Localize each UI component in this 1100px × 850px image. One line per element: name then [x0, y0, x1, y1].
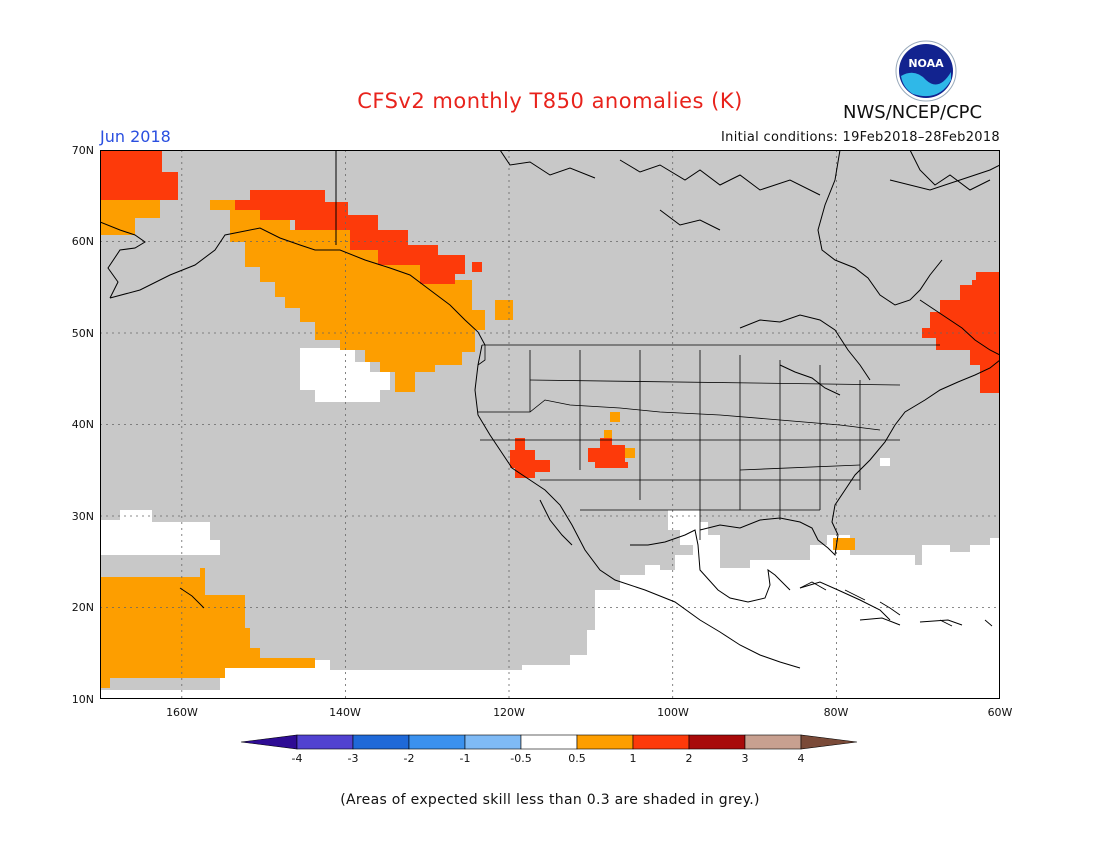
lon-label-160w: 160W — [166, 706, 198, 719]
map-frame — [100, 150, 1000, 699]
low-skill-white-areas — [100, 348, 1000, 699]
colorbar-box — [408, 734, 466, 750]
colorbar-tick-label: -2 — [403, 752, 415, 765]
initial-conditions: Initial conditions: 19Feb2018–28Feb2018 — [721, 130, 1000, 145]
noaa-logo: NOAA — [895, 40, 957, 102]
colorbar-lower-triangle — [240, 734, 298, 750]
colorbar-tick-label: 0.5 — [568, 752, 586, 765]
colorbar-tick-label: -0.5 — [510, 752, 532, 765]
lat-label-20n: 20N — [71, 601, 94, 614]
lon-label-140w: 140W — [329, 706, 361, 719]
map-svg — [99, 149, 1001, 816]
colorbar-box — [744, 734, 802, 750]
colorbar-tick-label: -3 — [347, 752, 359, 765]
lat-label-10n: 10N — [71, 693, 94, 706]
colorbar-tick-label: -4 — [291, 752, 303, 765]
logo-text: NOAA — [908, 57, 944, 70]
colorbar-box — [576, 734, 634, 750]
lat-label-40n: 40N — [71, 418, 94, 431]
colorbar-box — [688, 734, 746, 750]
coastlines — [99, 149, 1001, 816]
warm-anomaly-1-2 — [100, 150, 1000, 478]
lon-label-80w: 80W — [823, 706, 849, 719]
lat-label-30n: 30N — [71, 510, 94, 523]
lat-label-50n: 50N — [71, 327, 94, 340]
forecast-month: Jun 2018 — [100, 127, 171, 146]
grid-lines — [100, 150, 1000, 699]
colorbar — [0, 733, 1100, 773]
skill-note: (Areas of expected skill less than 0.3 a… — [340, 792, 760, 808]
lon-label-60w: 60W — [987, 706, 1013, 719]
islands — [179, 581, 993, 627]
lat-label-70n: 70N — [71, 144, 94, 157]
colorbar-tick-label: -1 — [459, 752, 471, 765]
colorbar-svg — [240, 734, 858, 750]
colorbar-box — [464, 734, 522, 750]
lon-label-100w: 100W — [657, 706, 689, 719]
lat-label-60n: 60N — [71, 235, 94, 248]
colorbar-box — [296, 734, 354, 750]
colorbar-box — [352, 734, 410, 750]
warm-anomaly-05-1 — [100, 200, 855, 688]
colorbar-box — [520, 734, 578, 750]
colorbar-tick-label: 3 — [741, 752, 749, 765]
map-title: CFSv2 monthly T850 anomalies (K) — [357, 89, 743, 113]
colorbar-box — [632, 734, 690, 750]
lon-label-120w: 120W — [493, 706, 525, 719]
state-borders — [477, 344, 940, 540]
colorbar-tick-label: 4 — [797, 752, 805, 765]
colorbar-tick-label: 1 — [629, 752, 637, 765]
agency-label: NWS/NCEP/CPC — [843, 102, 983, 123]
colorbar-tick-label: 2 — [685, 752, 693, 765]
colorbar-upper-triangle — [800, 734, 858, 750]
anomaly-map — [99, 149, 1001, 816]
